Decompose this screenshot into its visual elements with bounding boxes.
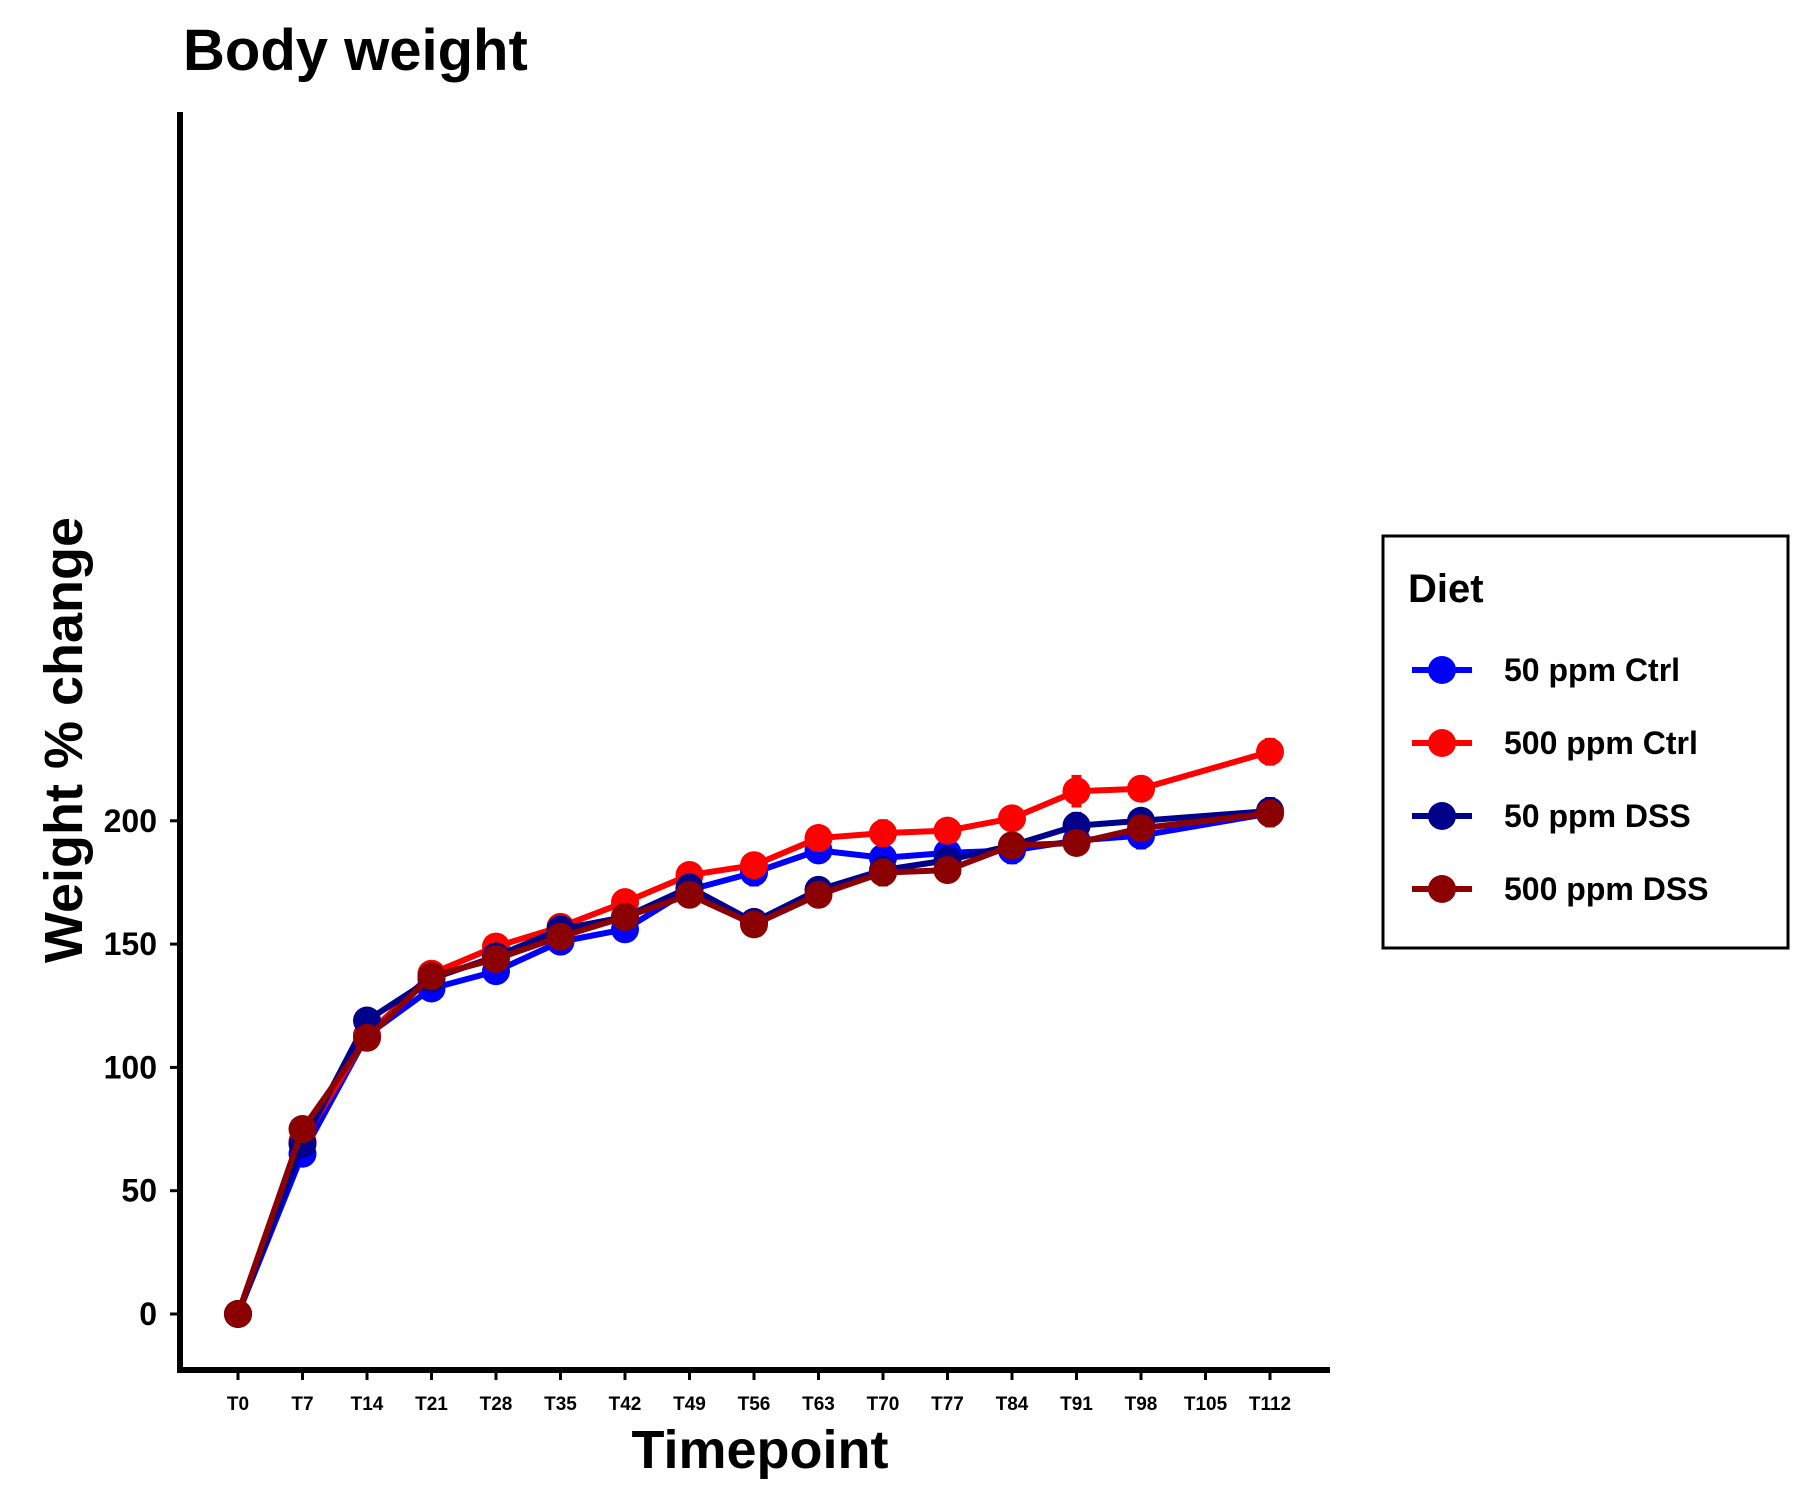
data-point — [804, 824, 833, 853]
data-point — [933, 856, 962, 885]
y-tick-label: 200 — [104, 803, 157, 839]
chart-title: Body weight — [183, 18, 528, 83]
x-tick-label: T28 — [480, 1394, 513, 1415]
x-axis-title: Timepoint — [631, 1420, 888, 1480]
legend-title: Diet — [1408, 567, 1484, 611]
data-point — [224, 1300, 252, 1328]
x-tick-label: T98 — [1125, 1394, 1158, 1415]
data-point — [353, 1023, 381, 1052]
x-tick-label: T42 — [609, 1394, 642, 1415]
x-tick-label: T0 — [227, 1394, 249, 1415]
y-axis-title: Weight % change — [34, 517, 94, 963]
legend-key-marker — [1428, 802, 1456, 830]
x-tick-label: T21 — [415, 1394, 448, 1415]
y-tick-label: 0 — [139, 1296, 157, 1332]
x-tick-label: T7 — [291, 1394, 313, 1415]
legend-key-marker — [1428, 656, 1456, 684]
series-500-ppm-dss — [224, 799, 1284, 1328]
x-tick-label: T63 — [802, 1394, 835, 1415]
data-point — [1062, 777, 1091, 806]
x-tick-label: T105 — [1184, 1394, 1228, 1415]
series-line — [235, 810, 1271, 1316]
data-point — [1256, 737, 1284, 766]
data-point — [288, 1115, 317, 1144]
x-tick-label: T91 — [1060, 1394, 1093, 1415]
x-tick-label: T77 — [931, 1394, 964, 1415]
x-tick-label: T49 — [673, 1394, 706, 1415]
x-tick-label: T56 — [738, 1394, 771, 1415]
legend-item: 500 ppm Ctrl — [1412, 725, 1698, 761]
x-axis-ticks: T0 T7 T14 T21 T28 T35 T42 T49 T56 T63 T70 T77 T84 T91… — [227, 1370, 1291, 1415]
data-point — [740, 910, 768, 939]
y-tick-label: 150 — [104, 926, 157, 962]
legend-label: 500 ppm DSS — [1504, 871, 1709, 907]
data-point — [998, 831, 1026, 860]
data-point — [546, 922, 575, 951]
data-point — [869, 819, 897, 848]
legend-item: 50 ppm Ctrl — [1412, 652, 1680, 688]
x-tick-label: T84 — [996, 1394, 1029, 1415]
data-point — [1127, 814, 1155, 843]
x-tick-label: T70 — [867, 1394, 900, 1415]
legend-label: 50 ppm DSS — [1504, 798, 1691, 834]
legend-key-marker — [1428, 875, 1456, 903]
legend-items: 50 ppm Ctrl 500 ppm Ctrl 50 ppm DSS 500 ppm… — [1412, 652, 1709, 907]
legend-item: 50 ppm DSS — [1412, 798, 1691, 834]
legend-item: 500 ppm DSS — [1412, 871, 1709, 907]
data-point — [933, 816, 962, 845]
y-axis-ticks: 0 50 100 150 200 — [104, 803, 180, 1332]
data-point — [1256, 799, 1284, 828]
series-line — [235, 810, 1271, 1315]
data-point — [740, 851, 768, 880]
data-point — [482, 944, 510, 973]
legend-label: 50 ppm Ctrl — [1504, 652, 1680, 688]
series-500-ppm-ctrl — [224, 737, 1284, 1328]
legend-key-marker — [1428, 729, 1456, 757]
y-tick-label: 50 — [121, 1173, 157, 1209]
legend-label: 500 ppm Ctrl — [1504, 725, 1698, 761]
x-tick-label: T14 — [351, 1394, 384, 1415]
data-point — [804, 880, 833, 909]
data-point — [417, 962, 446, 991]
data-point — [869, 858, 897, 887]
y-tick-label: 100 — [104, 1049, 157, 1085]
data-point — [998, 804, 1026, 833]
plot-area — [224, 737, 1284, 1328]
data-point — [675, 880, 704, 909]
series-line — [235, 807, 1271, 1316]
x-tick-label: T112 — [1249, 1394, 1291, 1415]
data-point — [1062, 828, 1091, 857]
x-tick-label: T35 — [544, 1394, 577, 1415]
data-point — [1127, 774, 1155, 803]
data-point — [611, 902, 639, 931]
